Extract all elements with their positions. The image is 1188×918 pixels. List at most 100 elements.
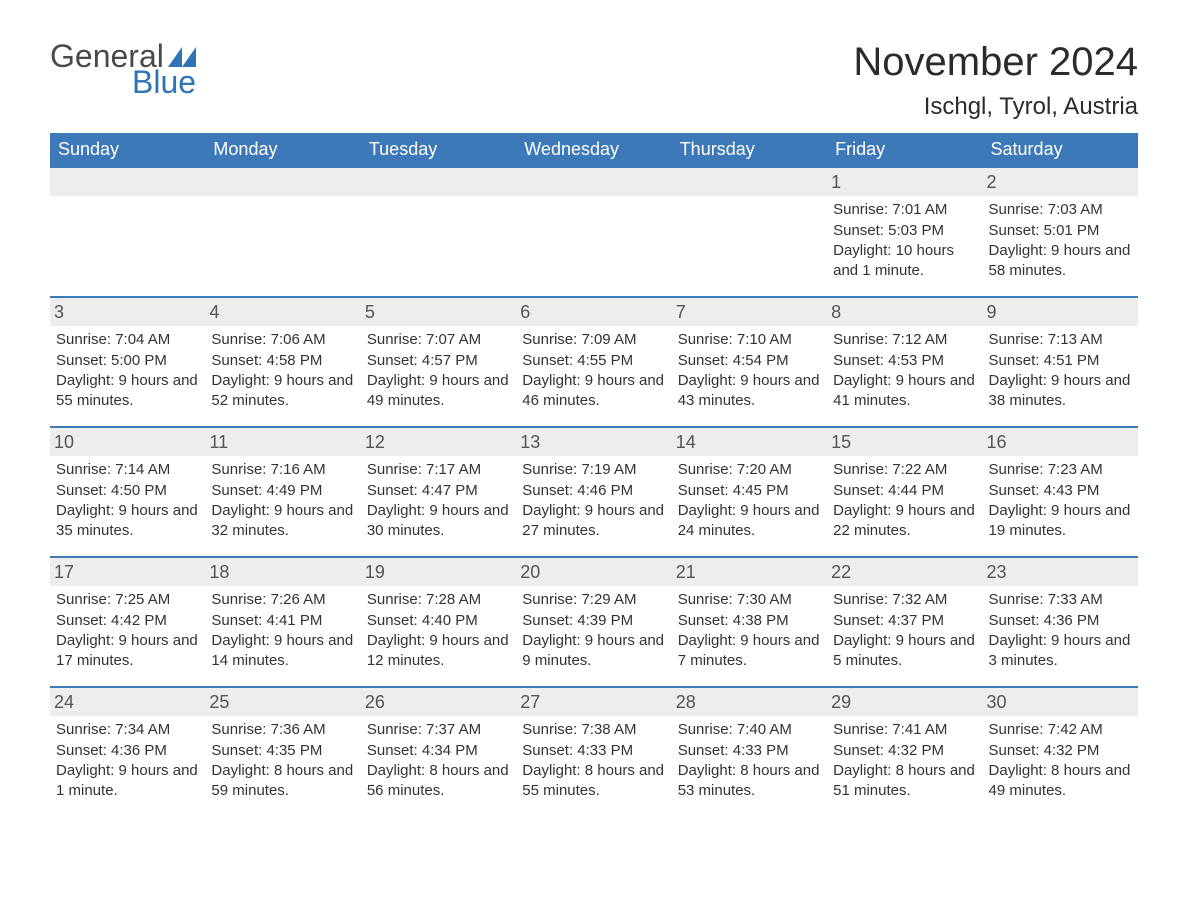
week-row: 10Sunrise: 7:14 AMSunset: 4:50 PMDayligh…	[50, 426, 1138, 556]
day-cell: 10Sunrise: 7:14 AMSunset: 4:50 PMDayligh…	[50, 428, 205, 556]
sunrise-text: Sunrise: 7:14 AM	[56, 460, 199, 480]
daylight-text: Daylight: 8 hours and 59 minutes.	[211, 761, 354, 802]
sunrise-text: Sunrise: 7:41 AM	[833, 720, 976, 740]
sunrise-text: Sunrise: 7:32 AM	[833, 590, 976, 610]
sunset-text: Sunset: 4:57 PM	[367, 351, 510, 371]
sunset-text: Sunset: 4:43 PM	[989, 481, 1132, 501]
daylight-text: Daylight: 9 hours and 38 minutes.	[989, 371, 1132, 412]
day-number: 1	[827, 168, 982, 196]
sunrise-text: Sunrise: 7:06 AM	[211, 330, 354, 350]
week-row: 3 Sunrise: 7:04 AMSunset: 5:00 PM Daylight…	[50, 296, 1138, 426]
sunrise-text: Sunrise: 7:04 AM	[56, 330, 199, 350]
sunrise-text: Sunrise: 7:16 AM	[211, 460, 354, 480]
day-number: 14	[672, 428, 827, 456]
sunset-text: Sunset: 4:37 PM	[833, 611, 976, 631]
sunset-text: Sunset: 5:00 PM	[56, 351, 199, 371]
sunrise-text: Sunrise: 7:22 AM	[833, 460, 976, 480]
day-cell: 15Sunrise: 7:22 AMSunset: 4:44 PMDayligh…	[827, 428, 982, 556]
sunset-text: Sunset: 4:49 PM	[211, 481, 354, 501]
daylight-text: Daylight: 8 hours and 49 minutes.	[989, 761, 1132, 802]
sunrise-text: Sunrise: 7:42 AM	[989, 720, 1132, 740]
day-cell: 5Sunrise: 7:07 AMSunset: 4:57 PMDaylight…	[361, 298, 516, 426]
day-cell: 23Sunrise: 7:33 AMSunset: 4:36 PMDayligh…	[983, 558, 1138, 686]
daylight-text: Daylight: 9 hours and 32 minutes.	[211, 501, 354, 542]
sunset-text: Sunset: 4:32 PM	[833, 741, 976, 761]
day-number: 29	[827, 688, 982, 716]
day-number: 9	[983, 298, 1138, 326]
calendar: SundayMondayTuesdayWednesdayThursdayFrid…	[50, 133, 1138, 816]
day-cell: 30Sunrise: 7:42 AMSunset: 4:32 PMDayligh…	[983, 688, 1138, 816]
day-cell	[361, 168, 516, 296]
day-number: 28	[672, 688, 827, 716]
day-number: 5	[361, 298, 516, 326]
day-cell: 11Sunrise: 7:16 AMSunset: 4:49 PMDayligh…	[205, 428, 360, 556]
daylight-text: Daylight: 10 hours and 1 minute.	[833, 241, 976, 282]
day-number	[516, 168, 671, 196]
sunset-text: Sunset: 4:51 PM	[989, 351, 1132, 371]
daylight-text: Daylight: 8 hours and 51 minutes.	[833, 761, 976, 802]
sunset-text: Sunset: 4:46 PM	[522, 481, 665, 501]
sunrise-text: Sunrise: 7:33 AM	[989, 590, 1132, 610]
day-cell: 29 Sunrise: 7:41 AMSunset: 4:32 PMDayligh…	[827, 688, 982, 816]
sunrise-text: Sunrise: 7:19 AM	[522, 460, 665, 480]
day-cell: 18Sunrise: 7:26 AMSunset: 4:41 PMDayligh…	[205, 558, 360, 686]
sunrise-text: Sunrise: 7:12 AM	[833, 330, 976, 350]
sunset-text: Sunset: 4:33 PM	[522, 741, 665, 761]
day-number	[50, 168, 205, 196]
day-cell: 2Sunrise: 7:03 AMSunset: 5:01 PMDaylight…	[983, 168, 1138, 296]
day-number: 17	[50, 558, 205, 586]
sunset-text: Sunset: 4:53 PM	[833, 351, 976, 371]
weekday-header-row: SundayMondayTuesdayWednesdayThursdayFrid…	[50, 133, 1138, 166]
sunset-text: Sunset: 4:55 PM	[522, 351, 665, 371]
daylight-text: Daylight: 9 hours and 46 minutes.	[522, 371, 665, 412]
day-number: 13	[516, 428, 671, 456]
daylight-text: Daylight: 9 hours and 58 minutes.	[989, 241, 1132, 282]
logo: General Blue	[50, 40, 196, 98]
weekday-header: Wednesday	[516, 133, 671, 166]
daylight-text: Daylight: 9 hours and 35 minutes.	[56, 501, 199, 542]
day-number: 21	[672, 558, 827, 586]
sunset-text: Sunset: 4:35 PM	[211, 741, 354, 761]
month-title: November 2024	[853, 40, 1138, 85]
day-number: 12	[361, 428, 516, 456]
daylight-text: Daylight: 9 hours and 22 minutes.	[833, 501, 976, 542]
day-number: 10	[50, 428, 205, 456]
day-number: 30	[983, 688, 1138, 716]
header: General Blue November 2024 Ischgl, Tyrol…	[50, 40, 1138, 121]
sunset-text: Sunset: 4:47 PM	[367, 481, 510, 501]
sunrise-text: Sunrise: 7:38 AM	[522, 720, 665, 740]
sunrise-text: Sunrise: 7:29 AM	[522, 590, 665, 610]
day-number: 2	[983, 168, 1138, 196]
sunrise-text: Sunrise: 7:17 AM	[367, 460, 510, 480]
day-number	[205, 168, 360, 196]
daylight-text: Daylight: 9 hours and 41 minutes.	[833, 371, 976, 412]
day-number: 19	[361, 558, 516, 586]
weekday-header: Tuesday	[361, 133, 516, 166]
sunset-text: Sunset: 4:36 PM	[989, 611, 1132, 631]
day-cell: 6Sunrise: 7:09 AMSunset: 4:55 PMDaylight…	[516, 298, 671, 426]
sunrise-text: Sunrise: 7:23 AM	[989, 460, 1132, 480]
day-number: 3	[50, 298, 205, 326]
sunset-text: Sunset: 4:39 PM	[522, 611, 665, 631]
title-block: November 2024 Ischgl, Tyrol, Austria	[853, 40, 1138, 121]
logo-text-blue: Blue	[132, 66, 196, 98]
sunrise-text: Sunrise: 7:01 AM	[833, 200, 976, 220]
day-cell: 21Sunrise: 7:30 AMSunset: 4:38 PMDayligh…	[672, 558, 827, 686]
day-cell	[205, 168, 360, 296]
daylight-text: Daylight: 9 hours and 9 minutes.	[522, 631, 665, 672]
sunrise-text: Sunrise: 7:20 AM	[678, 460, 821, 480]
weekday-header: Friday	[827, 133, 982, 166]
sunrise-text: Sunrise: 7:25 AM	[56, 590, 199, 610]
sunrise-text: Sunrise: 7:28 AM	[367, 590, 510, 610]
daylight-text: Daylight: 9 hours and 3 minutes.	[989, 631, 1132, 672]
location-text: Ischgl, Tyrol, Austria	[853, 93, 1138, 121]
weekday-header: Thursday	[672, 133, 827, 166]
day-cell: 7Sunrise: 7:10 AMSunset: 4:54 PMDaylight…	[672, 298, 827, 426]
day-cell: 14Sunrise: 7:20 AMSunset: 4:45 PMDayligh…	[672, 428, 827, 556]
sunset-text: Sunset: 4:33 PM	[678, 741, 821, 761]
day-cell: 27Sunrise: 7:38 AMSunset: 4:33 PMDayligh…	[516, 688, 671, 816]
day-number: 4	[205, 298, 360, 326]
daylight-text: Daylight: 8 hours and 56 minutes.	[367, 761, 510, 802]
sunrise-text: Sunrise: 7:30 AM	[678, 590, 821, 610]
sunset-text: Sunset: 4:54 PM	[678, 351, 821, 371]
